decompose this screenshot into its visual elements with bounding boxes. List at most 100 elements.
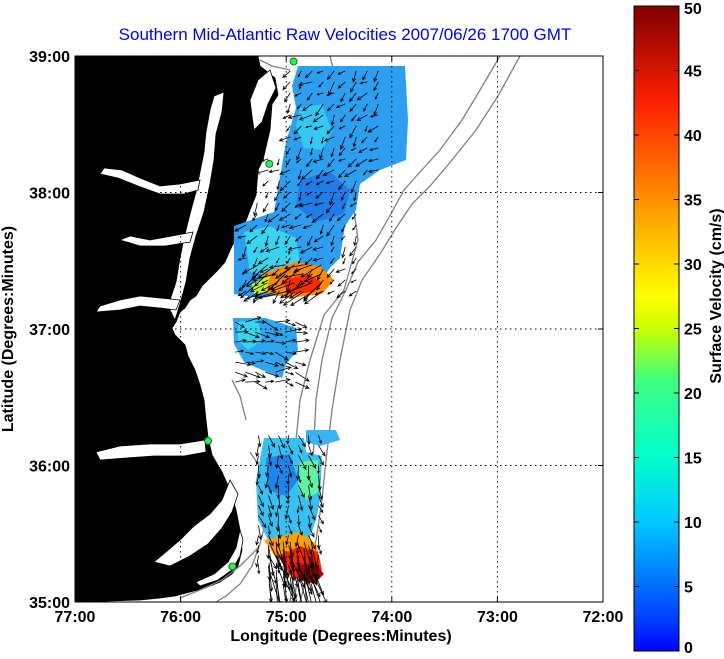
x-tick-label: 76:00 (160, 609, 201, 626)
velocity-vector (286, 495, 290, 505)
radar-station-marker (204, 436, 213, 445)
velocity-vector (293, 125, 302, 135)
x-tick-label: 73:00 (477, 609, 518, 626)
colorbar-tick-label: 40 (684, 128, 702, 145)
velocity-vector (309, 147, 313, 156)
velocity-vector (364, 125, 368, 133)
velocity-vector (337, 81, 346, 89)
velocity-vector (341, 224, 346, 233)
velocity-vector (285, 147, 291, 156)
velocity-vector (351, 114, 357, 122)
velocity-vector (278, 213, 291, 221)
velocity-vector (267, 525, 272, 536)
velocity-vector (349, 202, 357, 207)
velocity-vector (265, 331, 280, 337)
velocity-vector (268, 505, 273, 518)
velocity-vector (289, 583, 298, 602)
delaware-bay (249, 69, 277, 131)
velocity-vector (285, 321, 297, 327)
velocity-vector (318, 505, 324, 514)
velocity-vector (315, 169, 324, 180)
velocity-vector (256, 545, 260, 554)
velocity-vector (286, 282, 313, 294)
velocity-vector (343, 169, 357, 178)
velocity-vector (307, 515, 312, 529)
velocity-vector (296, 103, 302, 110)
velocity-vector (245, 361, 256, 365)
velocity-vector (373, 81, 379, 92)
velocity-vector (313, 125, 324, 130)
velocity-vector (235, 378, 246, 383)
y-tick-label: 39:00 (29, 49, 70, 66)
velocity-vector (335, 268, 346, 273)
velocity-vector (275, 576, 282, 602)
velocity-vector (255, 475, 260, 486)
velocity-vector (308, 505, 316, 521)
velocity-vector (261, 158, 269, 162)
barrier-lagoon (195, 528, 244, 587)
velocity-vector (290, 291, 313, 307)
velocity-vector (264, 213, 269, 223)
velocity-vector (330, 114, 335, 127)
velocity-vector (274, 475, 279, 490)
velocity-vector (253, 202, 258, 217)
velocity-vector (284, 92, 291, 103)
velocity-vector (285, 158, 291, 166)
velocity-vector (238, 273, 259, 292)
velocity-vector (288, 515, 292, 525)
velocity-vector (268, 535, 274, 547)
velocity-vector (355, 158, 368, 167)
velocity-vector (255, 555, 260, 568)
velocity-vector (245, 279, 258, 287)
velocity-vector (363, 103, 368, 112)
velocity-vector (252, 180, 258, 193)
velocity-vector (330, 147, 335, 158)
velocity-vector (308, 445, 313, 457)
velocity-vector (312, 246, 324, 251)
velocity-vector (275, 341, 287, 345)
velocity-vector (252, 268, 258, 275)
colorbar-tick-label: 35 (684, 193, 702, 210)
velocity-vector (267, 445, 272, 459)
velocity-vector (310, 541, 321, 580)
velocity-vector (337, 70, 346, 75)
velocity-vector (330, 257, 335, 264)
colorbar-gradient (633, 5, 680, 652)
velocity-vector (303, 569, 312, 602)
velocity-vector (285, 351, 298, 356)
velocity-vector (275, 318, 291, 323)
velocity-vector (318, 455, 324, 466)
colorbar: 0 5 10 15 20 25 30 35 40 45 50 Surface Velocity (c… (633, 1, 724, 657)
velocity-patch-cyan-2 (244, 226, 300, 276)
velocity-vector (338, 180, 346, 191)
velocity-vector (275, 331, 284, 336)
velocity-vector (257, 257, 269, 265)
velocity-vector (356, 92, 368, 101)
velocity-vector (268, 515, 273, 527)
velocity-vector (342, 257, 346, 265)
velocity-vector (275, 548, 290, 577)
velocity-vector (367, 169, 379, 174)
velocity-vectors (234, 70, 379, 602)
velocity-vector (351, 268, 357, 275)
velocity-vector (312, 114, 324, 123)
x-tick-label: 74:00 (371, 609, 412, 626)
velocity-vector (295, 371, 310, 382)
velocity-vector (243, 291, 259, 302)
velocity-vector (276, 224, 280, 232)
velocity-vector (236, 235, 247, 239)
velocity-vector (274, 505, 280, 518)
velocity-vector (285, 338, 297, 343)
velocity-vector (297, 257, 302, 265)
radar-stations (204, 57, 298, 571)
velocity-vector (261, 279, 269, 284)
velocity-vector (282, 291, 304, 306)
velocity-vector (338, 125, 346, 130)
velocity-vector (326, 224, 335, 237)
velocity-vector (262, 202, 269, 213)
velocity-vector (240, 191, 247, 200)
velocity-vector (288, 465, 293, 478)
velocity-vector (275, 235, 280, 246)
velocity-vector (265, 379, 275, 384)
colorbar-tick-label: 25 (684, 322, 702, 339)
